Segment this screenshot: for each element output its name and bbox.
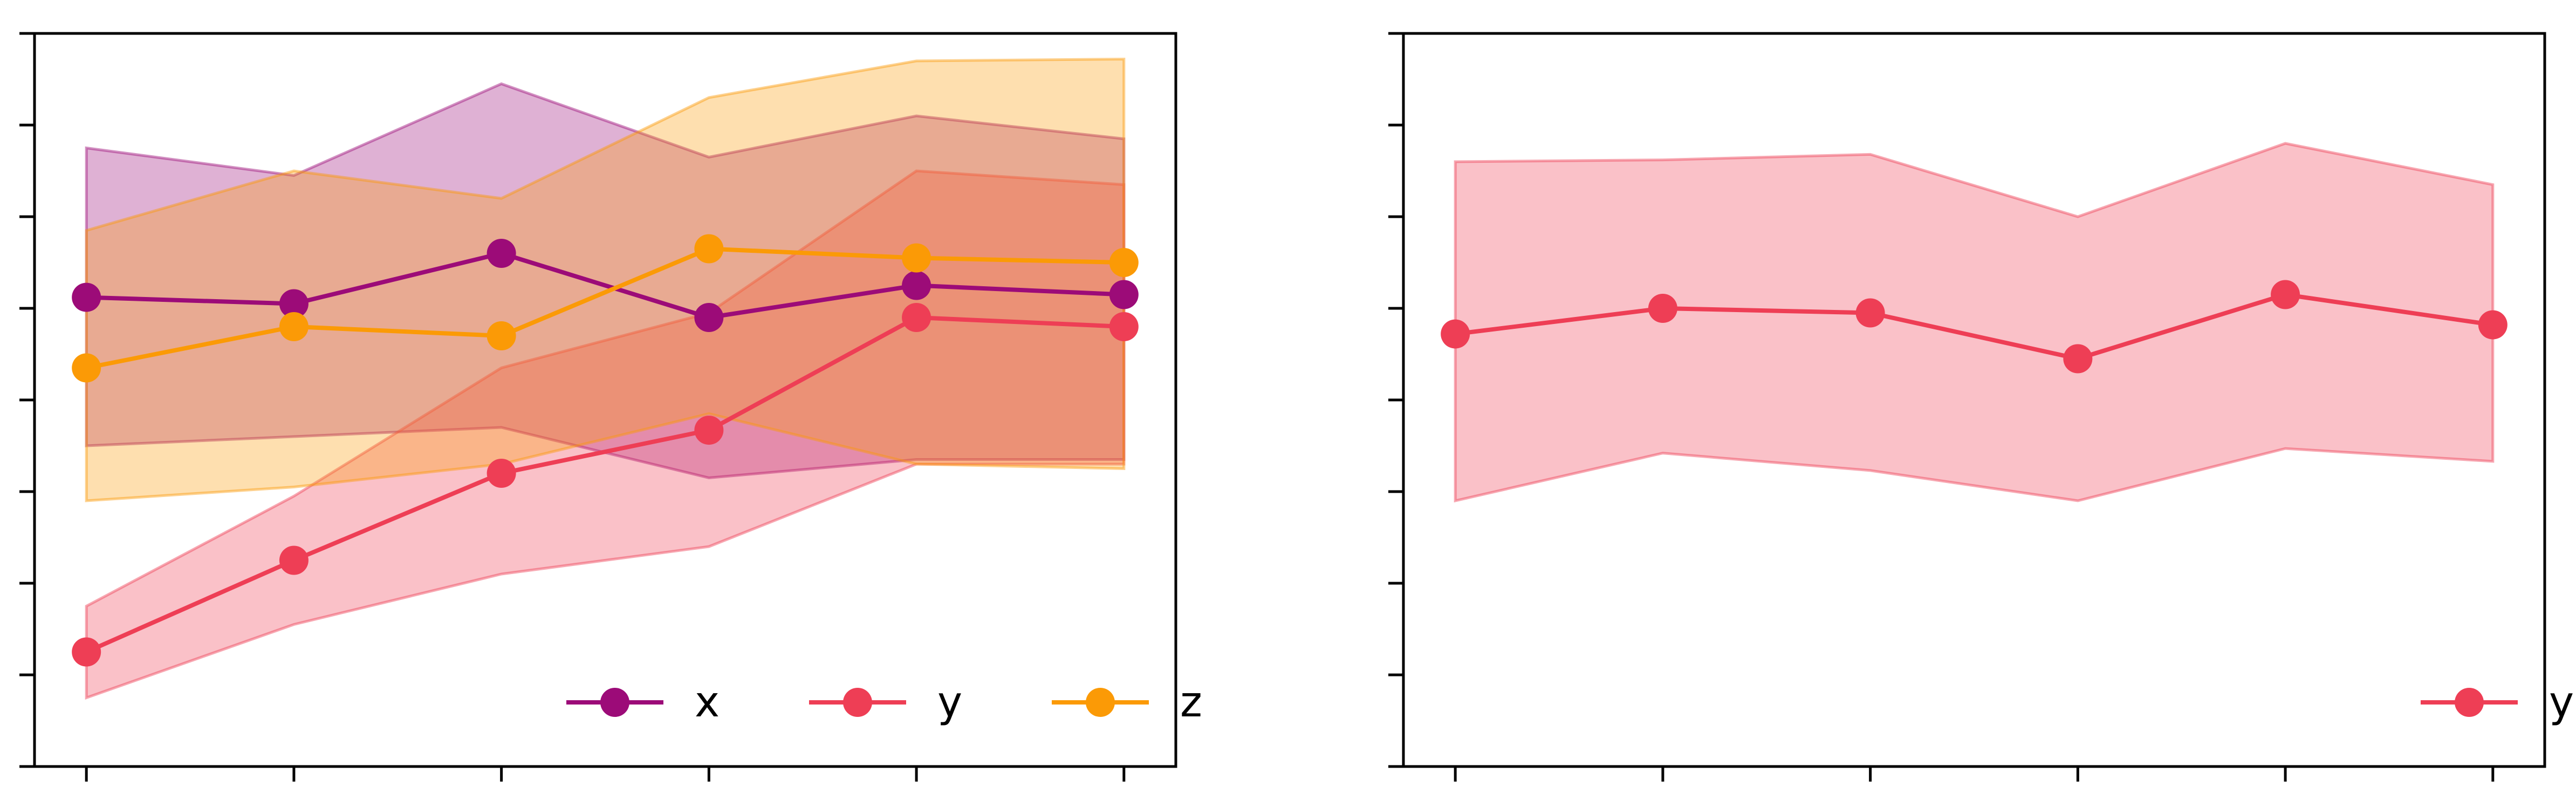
point-z-1 (279, 312, 309, 341)
legend-item-y: y (809, 678, 962, 727)
point-y-2 (1855, 298, 1885, 328)
series-line-z (86, 246, 1124, 370)
legend-item-y: y (2421, 678, 2574, 727)
point-y-0 (72, 637, 101, 667)
left-plot-panel: x y z (19, 32, 1202, 782)
point-y-2 (487, 459, 516, 488)
band-y-1 (85, 169, 1126, 700)
point-x-1 (279, 289, 309, 319)
point-z-0 (72, 353, 101, 383)
point-y-1 (1648, 294, 1677, 323)
point-x-3 (694, 303, 724, 332)
band-z-2 (85, 58, 1126, 502)
legend-label-y: y (2549, 678, 2574, 727)
point-z-2 (487, 321, 516, 350)
legend-marker-y (2455, 688, 2484, 717)
band-y-0 (1454, 142, 2495, 503)
point-y-5 (2478, 310, 2508, 340)
point-x-2 (487, 239, 516, 268)
point-x-4 (902, 271, 931, 300)
legend-label-x: x (695, 678, 720, 727)
point-y-4 (902, 303, 931, 332)
point-y-4 (2271, 280, 2300, 309)
legend-marker-z (1086, 688, 1115, 717)
right-plot-panel: y (1388, 32, 2574, 782)
point-y-3 (2063, 344, 2093, 374)
legend-label-z: z (1180, 678, 1202, 727)
point-y-0 (1441, 319, 1470, 349)
point-z-3 (694, 234, 724, 264)
point-x-5 (1109, 280, 1139, 309)
band-x-0 (85, 82, 1126, 480)
point-y-5 (1109, 312, 1139, 341)
series-line-y (1455, 292, 2493, 361)
series-line-y (85, 315, 1124, 654)
series-line-x (86, 251, 1124, 320)
legend-marker-x (600, 688, 629, 717)
point-y-1 (279, 545, 309, 575)
legend-marker-y (843, 688, 872, 717)
legend-label-y: y (937, 678, 962, 727)
point-z-5 (1109, 248, 1139, 277)
legend-item-x: x (566, 678, 720, 727)
point-z-4 (902, 243, 931, 273)
point-y-3 (694, 416, 724, 445)
legend-item-z: z (1052, 678, 1202, 727)
point-x-0 (72, 282, 101, 312)
